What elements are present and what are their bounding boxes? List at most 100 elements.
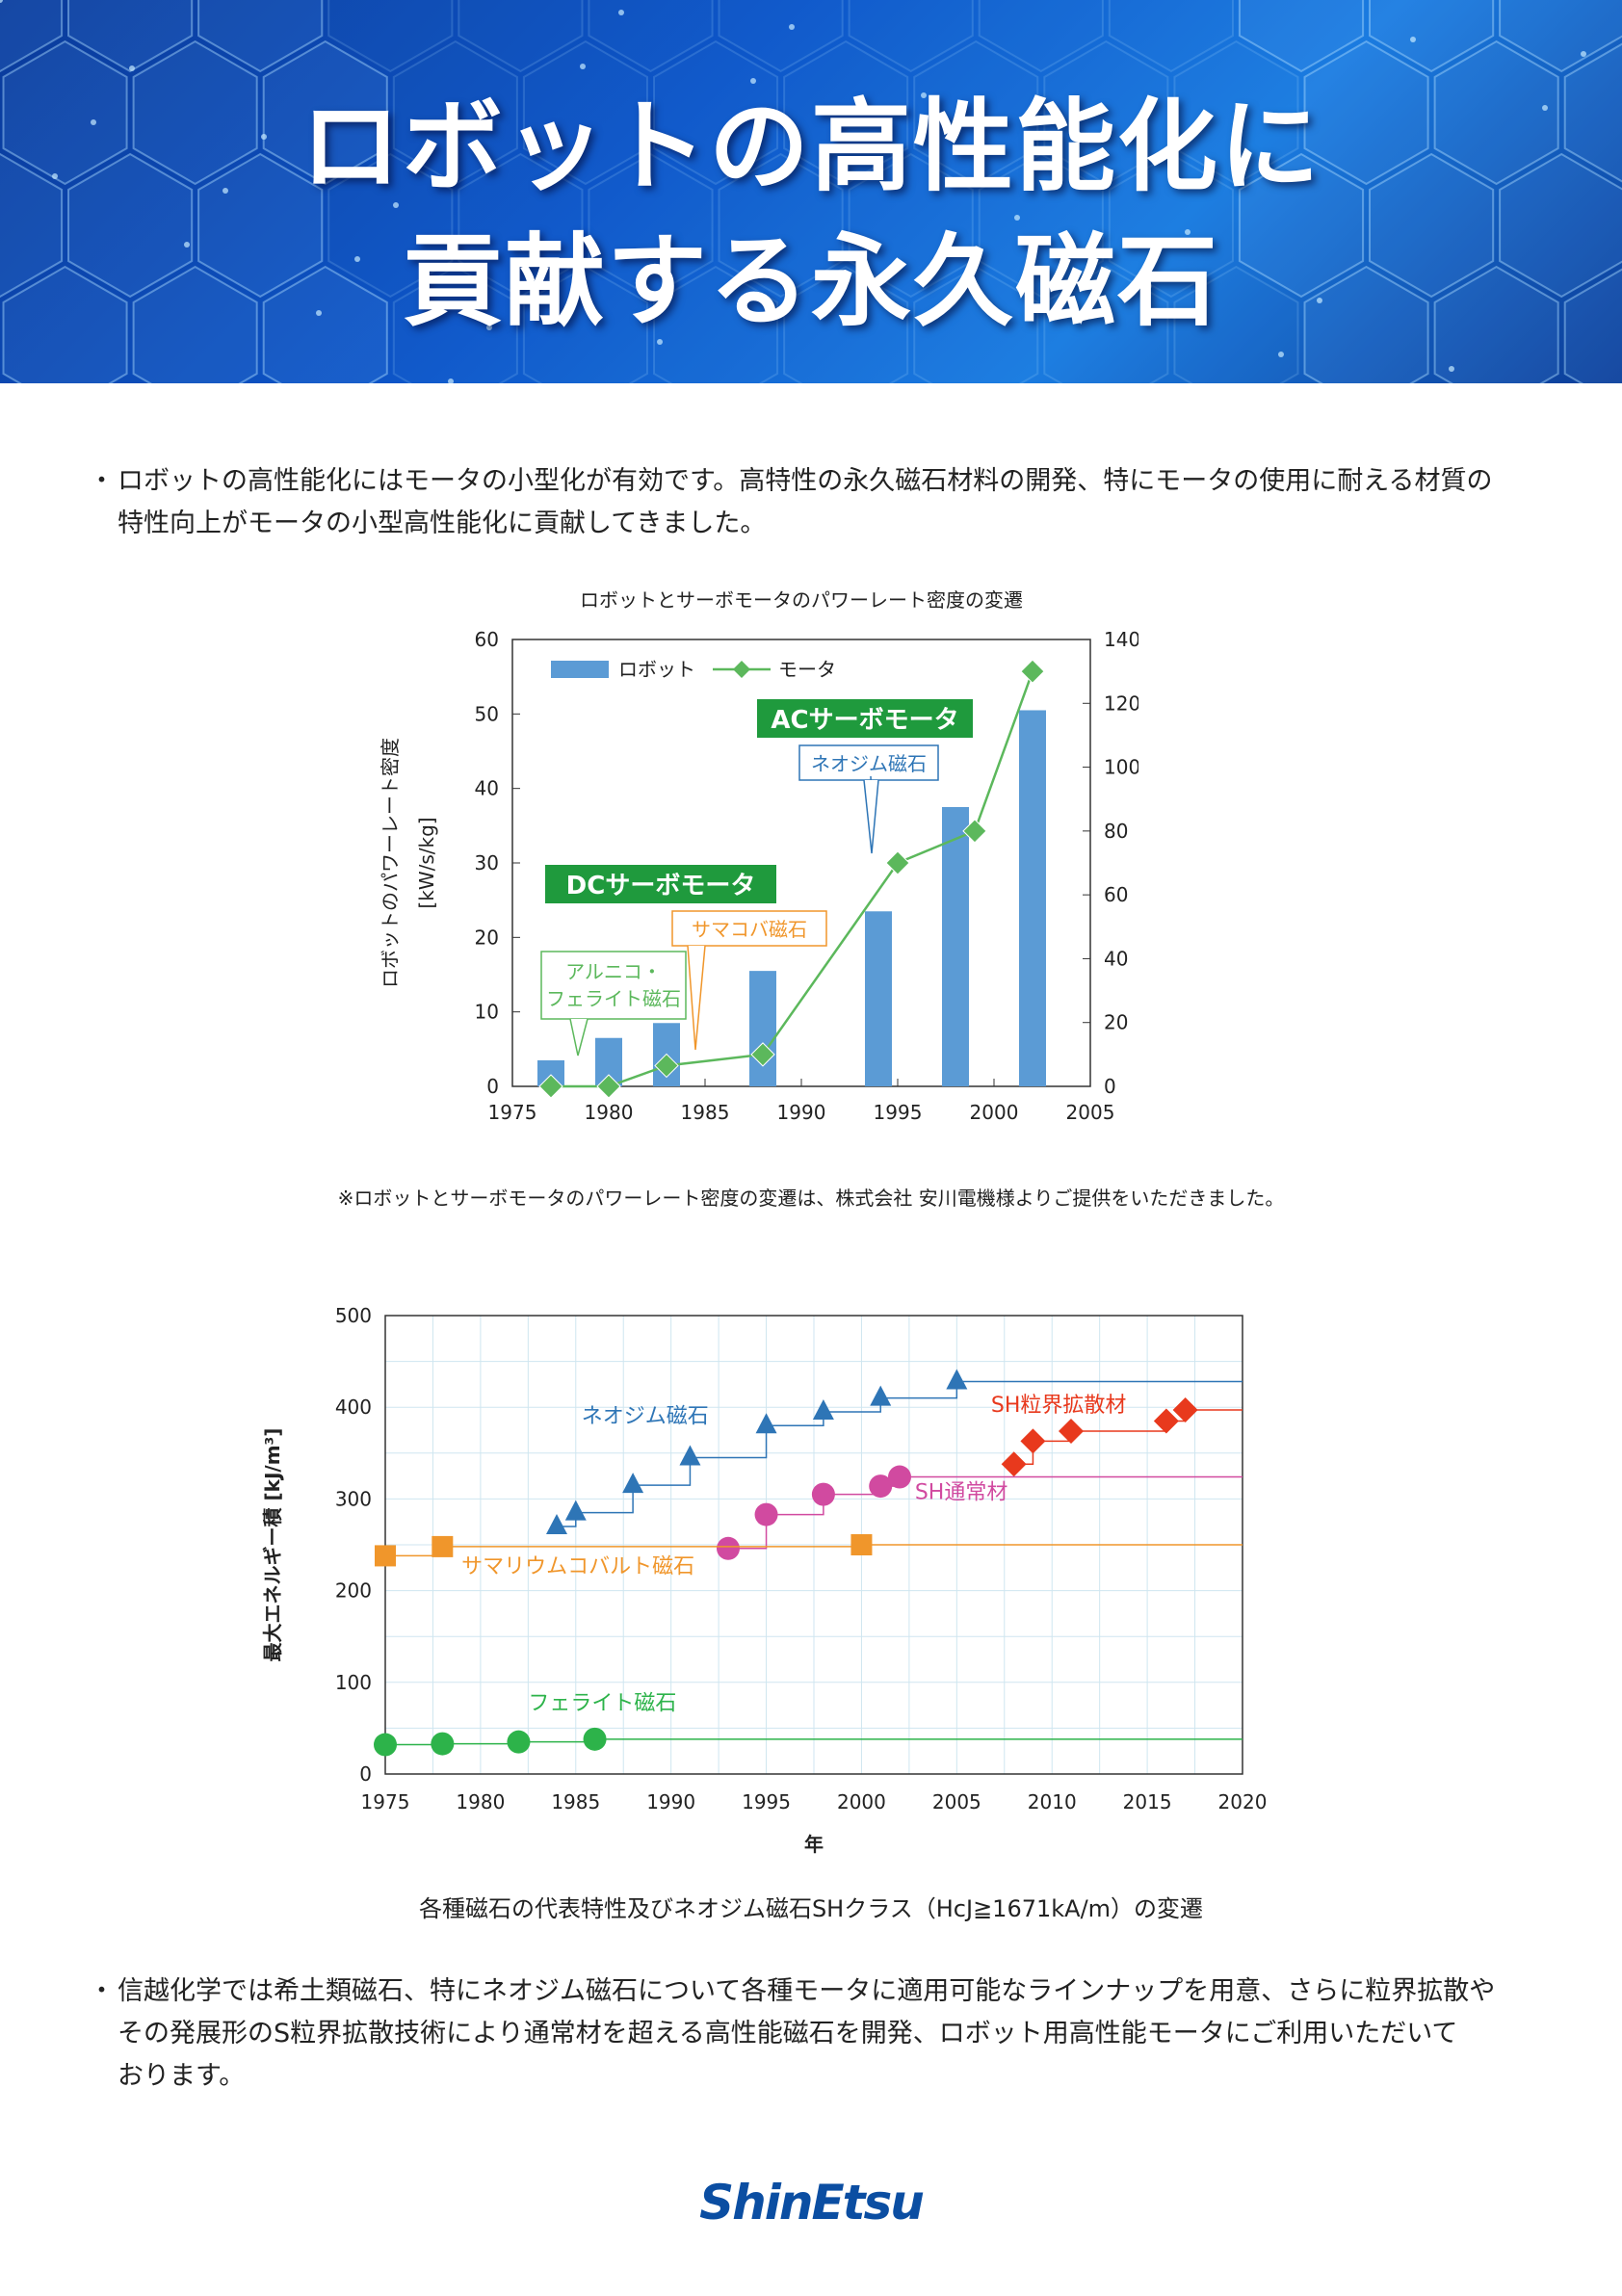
chart1-y2tick-label: 20 bbox=[1104, 1011, 1128, 1034]
hexagon-shape bbox=[1369, 152, 1495, 299]
hexagon-shape bbox=[588, 152, 714, 299]
chart2-xtick-label: 1980 bbox=[456, 1790, 505, 1813]
node-dot bbox=[921, 92, 927, 98]
node-dot bbox=[316, 310, 322, 316]
hexagon-shape bbox=[1563, 42, 1622, 183]
closing-line-3: おります。 bbox=[118, 2061, 246, 2091]
closing-line-1: 信越化学では希土類磁石、特にネオジム磁石について各種モータに適用可能なラインナッ… bbox=[118, 1976, 1496, 2006]
hexagon-shape bbox=[327, 0, 454, 73]
title-line-2: 貢献する永久磁石 bbox=[402, 222, 1219, 340]
hexagon-shape bbox=[392, 39, 518, 186]
hexagon-shape bbox=[392, 265, 518, 383]
hexagon-shape bbox=[262, 39, 388, 186]
chart1-ac-label: ACサーボモータ bbox=[771, 706, 958, 735]
chart1-y2tick-label: 0 bbox=[1104, 1075, 1116, 1098]
chart2-point bbox=[564, 1500, 587, 1521]
hexagon-shape bbox=[718, 152, 844, 299]
chart2-ytick-label: 300 bbox=[335, 1487, 372, 1510]
chart2-ytick-label: 200 bbox=[335, 1579, 372, 1603]
chart2-xlabel: 年 bbox=[804, 1833, 824, 1856]
chart1-motor-point bbox=[885, 850, 910, 875]
chart1-sm-label: サマコバ磁石 bbox=[692, 918, 807, 941]
chart2-series-line bbox=[557, 1380, 1243, 1527]
node-dot bbox=[486, 325, 492, 330]
chart1-bar bbox=[942, 807, 969, 1086]
chart2-xtick-label: 2000 bbox=[837, 1790, 886, 1813]
node-dot bbox=[1581, 51, 1586, 57]
hexagon-shape bbox=[718, 0, 844, 73]
chart1-ytick-label: 40 bbox=[475, 777, 499, 800]
chart2-point bbox=[850, 1534, 873, 1555]
node-dot bbox=[129, 65, 135, 71]
chart1-bar bbox=[749, 971, 776, 1086]
chart2-point bbox=[1059, 1418, 1084, 1444]
chart1-y2tick-label: 100 bbox=[1104, 756, 1138, 779]
chart2-point bbox=[888, 1465, 911, 1489]
chart1-neo-callout bbox=[798, 744, 939, 781]
header-banner: ロボットの高性能化に 貢献する永久磁石 bbox=[0, 0, 1622, 383]
hexagon-shape bbox=[67, 152, 194, 299]
hexagon-shape bbox=[1563, 268, 1622, 383]
chart2-caption: 各種磁石の代表特性及びネオジム磁石SHクラス（HcJ≧1671kA/m）の変遷 bbox=[418, 1895, 1204, 1922]
bullet-mark: ・ bbox=[89, 466, 115, 496]
hexagon-shape bbox=[522, 39, 648, 186]
chart1-y2tick-label: 120 bbox=[1104, 691, 1138, 715]
chart1-xtick-label: 1980 bbox=[585, 1101, 634, 1124]
chart1-motor-point bbox=[596, 1074, 621, 1099]
node-dot bbox=[222, 188, 228, 194]
hexagon-shape bbox=[1108, 0, 1234, 73]
chart2-ytick-label: 100 bbox=[335, 1671, 372, 1694]
node-dot bbox=[1542, 105, 1548, 111]
chart2-ytick-label: 400 bbox=[335, 1396, 372, 1419]
chart1-af-pointer bbox=[569, 1018, 589, 1057]
hexagon-shape bbox=[197, 0, 324, 73]
hexagon-shape bbox=[522, 265, 648, 383]
chart1-ytick-label: 0 bbox=[486, 1075, 499, 1098]
node-dot bbox=[393, 202, 399, 208]
chart2-point bbox=[507, 1730, 531, 1754]
chart1-legend-line-marker bbox=[733, 661, 750, 678]
node-dot bbox=[750, 78, 756, 84]
energy-product-chart: 0 100 200 300 400 500 1975 1980 1985 1990 1995 2000… bbox=[261, 1304, 1267, 1856]
chart2-point bbox=[946, 1369, 968, 1390]
node-dot bbox=[1146, 283, 1152, 289]
chart1-motor-point bbox=[654, 1053, 679, 1079]
chart2-point bbox=[431, 1732, 455, 1756]
hexagon-shape bbox=[978, 152, 1104, 299]
hexagon-shape bbox=[458, 152, 584, 299]
chart1-xtick-label: 1995 bbox=[874, 1101, 923, 1124]
chart1-ac-box bbox=[757, 699, 973, 738]
chart2-point bbox=[754, 1502, 778, 1526]
chart1-y2tick-label: 80 bbox=[1104, 820, 1128, 843]
chart1-ytick-label: 60 bbox=[475, 628, 499, 651]
intro-line-1: ロボットの高性能化にはモータの小型化が有効です。高特性の永久磁石材料の開発、特に… bbox=[118, 466, 1493, 496]
hexagon-shape bbox=[1108, 152, 1234, 299]
hexagon-shape bbox=[1433, 265, 1559, 383]
node-dot bbox=[789, 24, 795, 30]
chart2-ytick-label: 0 bbox=[359, 1762, 372, 1786]
chart2-point bbox=[432, 1535, 454, 1557]
chart2-point bbox=[812, 1398, 834, 1420]
node-dot bbox=[0, 0, 3, 3]
logo-wordmark: ShinEtsu bbox=[699, 2175, 924, 2231]
chart1-bar bbox=[1019, 710, 1046, 1086]
chart2-point bbox=[546, 1513, 567, 1534]
node-dot bbox=[354, 256, 360, 262]
hexagon-shape bbox=[1499, 152, 1622, 299]
chart2-xtick-label: 1990 bbox=[646, 1790, 695, 1813]
hexagon-shape bbox=[1238, 0, 1365, 73]
hexagon-shape bbox=[0, 0, 64, 73]
chart2-xtick-label: 1995 bbox=[742, 1790, 791, 1813]
title-line-1: ロボットの高性能化に bbox=[300, 88, 1321, 205]
hexagon-shape bbox=[458, 0, 584, 73]
chart1-motor-point bbox=[962, 819, 987, 844]
hexagon-shape bbox=[848, 0, 974, 73]
chart2-point bbox=[755, 1413, 777, 1434]
chart2-ylabel: 最大エネルギー積 [kJ/m³] bbox=[261, 1428, 284, 1662]
chart1-ylabel-unit: [kW/s/kg] bbox=[415, 817, 438, 908]
chart2-point bbox=[583, 1727, 607, 1751]
chart1-neo-pointer bbox=[863, 779, 879, 854]
chart1-sm-pointer bbox=[687, 945, 706, 1051]
chart2-point bbox=[622, 1473, 644, 1494]
chart1-xtick-label: 1975 bbox=[488, 1101, 537, 1124]
